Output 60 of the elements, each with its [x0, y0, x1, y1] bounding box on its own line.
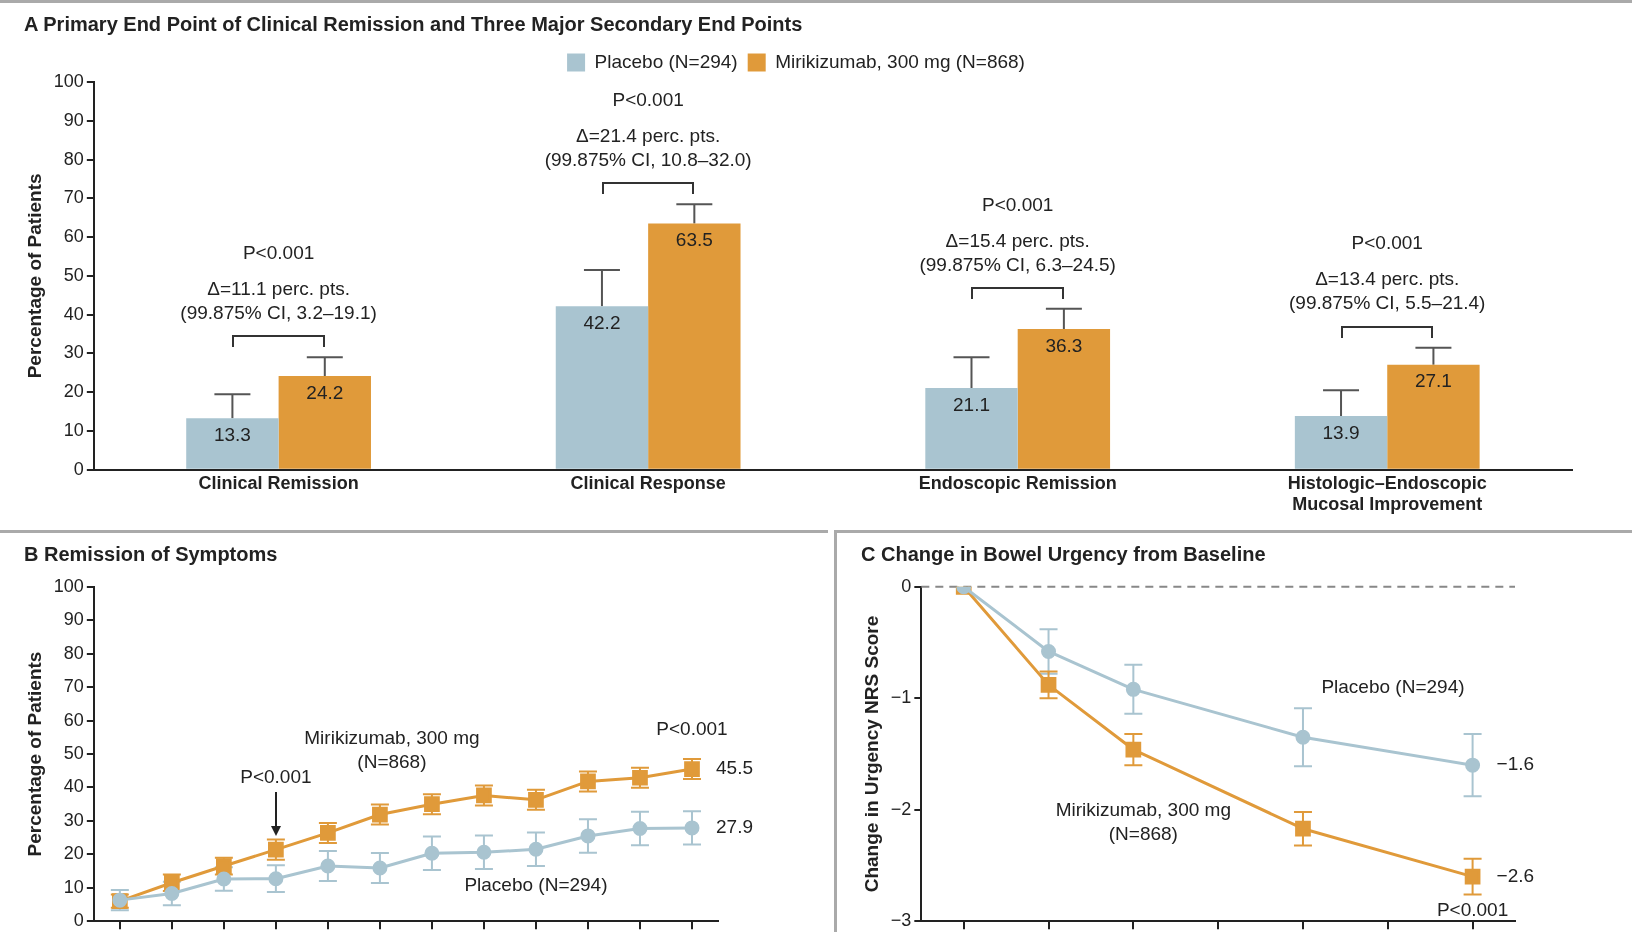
annotation: P<0.001 Δ=15.4 perc. pts. (99.875% CI, 6.3–24.5): [919, 193, 1116, 275]
x-tick-label: Histologic–Endoscopic Mucosal Improvement: [1287, 472, 1487, 515]
y-tick-label: 90: [63, 109, 84, 130]
y-tick-label: 50: [63, 742, 84, 763]
data-label: 21.1: [953, 393, 990, 415]
y-tick-label: 40: [63, 303, 84, 324]
y-tick-label: −1: [890, 687, 912, 708]
data-label: 63.5: [675, 229, 713, 251]
y-tick-label: 20: [63, 381, 84, 402]
data-label: 42.2: [583, 311, 621, 333]
y-tick-label: −2: [890, 798, 912, 819]
y-axis-title: Change in Urgency NRS Score: [860, 615, 882, 893]
y-tick-label: 80: [63, 148, 84, 169]
annotation: P<0.001 Δ=13.4 perc. pts. (99.875% CI, 5.5–21.4): [1288, 232, 1486, 314]
annotation: P<0.001 Δ=21.4 perc. pts. (99.875% CI, 10.8–32.0): [544, 88, 752, 170]
data-label: −2.6: [1496, 864, 1535, 886]
data-label: 27.9: [715, 816, 753, 838]
y-tick-label: 0: [901, 575, 912, 596]
series-label: Placebo (N=294): [464, 874, 608, 896]
y-tick-label: 40: [63, 776, 84, 797]
y-tick-label: 100: [53, 70, 84, 91]
y-tick-label: 30: [63, 809, 84, 830]
x-tick-label: Endoscopic Remission: [918, 472, 1117, 493]
legend-label: Placebo (N=294): [594, 50, 738, 72]
text: Placebo (N=294): [1321, 676, 1465, 698]
annotation: P<0.001: [240, 766, 312, 788]
x-tick-label: Clinical Remission: [198, 472, 359, 493]
y-tick-label: 80: [63, 642, 84, 663]
x-tick-label: Clinical Response: [570, 472, 726, 493]
legend-label: Mirikizumab, 300 mg (N=868): [775, 50, 1025, 72]
data-label: 45.5: [715, 757, 753, 779]
data-label: −1.6: [1496, 753, 1535, 775]
y-tick-label: 10: [63, 876, 84, 897]
chart-title: B Remission of Symptoms: [24, 543, 278, 566]
y-tick-label: 70: [63, 187, 84, 208]
y-tick-label: 30: [63, 342, 84, 363]
y-tick-label: 60: [63, 709, 84, 730]
y-axis-title: Percentage of Patients: [23, 651, 45, 857]
y-tick-label: 70: [63, 676, 84, 697]
annotation: P<0.001: [1436, 899, 1509, 921]
y-tick-label: 0: [73, 910, 84, 931]
series-label: Mirikizumab, 300 mg (N=868): [1055, 799, 1231, 845]
data-label: 13.3: [213, 423, 251, 445]
y-tick-label: 20: [63, 843, 84, 864]
annotation: P<0.001: [656, 717, 728, 739]
data-label: 13.9: [1322, 421, 1360, 443]
data-label: 36.3: [1045, 334, 1083, 356]
chart-title: A Primary End Point of Clinical Remission and Three Major Secondary End Points: [24, 13, 803, 36]
y-tick-label: −3: [890, 910, 912, 931]
y-tick-label: 0: [73, 458, 84, 479]
annotation: P<0.001 Δ=11.1 perc. pts. (99.875% CI, 3.2–19.1): [180, 242, 377, 324]
y-tick-label: 90: [63, 609, 84, 630]
y-tick-label: 100: [53, 575, 84, 596]
data-label: 27.1: [1414, 370, 1452, 392]
y-tick-label: 10: [63, 419, 84, 440]
y-tick-label: 50: [63, 264, 84, 285]
y-tick-label: 60: [63, 226, 84, 247]
y-axis-title: Percentage of Patients: [23, 173, 45, 379]
chart-title: C Change in Bowel Urgency from Baseline: [861, 543, 1266, 566]
data-label: 24.2: [306, 381, 344, 403]
